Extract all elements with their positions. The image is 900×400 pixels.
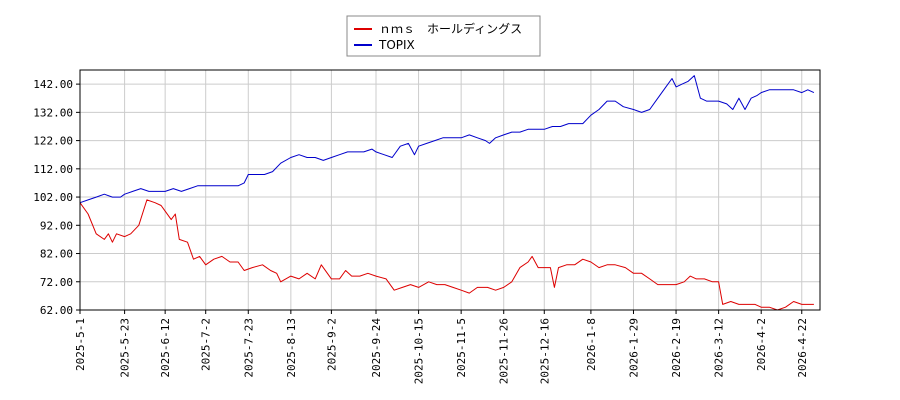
x-tick-label: 2026-4-22 <box>796 318 809 378</box>
x-tick-label: 2026-3-12 <box>713 318 726 378</box>
y-tick-label: 62.00 <box>40 304 73 317</box>
x-tick-label: 2025-6-12 <box>159 318 172 378</box>
x-tick-label: 2025-5-1 <box>74 318 87 371</box>
x-tick-label: 2025-9-2 <box>325 318 338 371</box>
plot-frame <box>79 69 821 311</box>
x-tick-label: 2025-11-5 <box>455 318 468 378</box>
y-tick-label: 142.00 <box>33 78 73 91</box>
legend-label-nms: ｎｍｓ ホールディングス <box>379 21 522 36</box>
x-tick-label: 2026-1-8 <box>585 318 598 371</box>
y-tick-label: 122.00 <box>33 135 73 148</box>
legend-label-topix: TOPIX <box>378 38 415 52</box>
series-line-nms <box>79 199 814 311</box>
y-tick-label: 112.00 <box>33 163 73 176</box>
y-tick-label: 72.00 <box>40 276 73 289</box>
y-tick-label: 132.00 <box>33 106 73 119</box>
y-axis: 142.00 132.00 122.00 112.00 102.00 92.00 82.00… <box>33 78 80 317</box>
x-tick-label: 2026-4-2 <box>755 318 768 371</box>
legend-box <box>346 15 541 57</box>
x-tick-label: 2025-7-2 <box>200 318 213 371</box>
series-line-topix <box>79 75 815 204</box>
x-tick-label: 2025-5-23 <box>119 318 132 378</box>
x-tick-label: 2026-2-19 <box>670 318 683 378</box>
x-tick-label: 2026-1-29 <box>627 318 640 378</box>
legend: ｎｍｓ ホールディングス TOPIX <box>346 15 541 57</box>
x-tick-label: 2025-10-15 <box>413 318 426 384</box>
x-tick-label: 2025-7-23 <box>242 318 255 378</box>
y-tick-label: 92.00 <box>40 219 73 232</box>
x-tick-label: 2025-12-16 <box>538 318 551 384</box>
x-tick-label: 2025-8-13 <box>285 318 298 378</box>
series-lines <box>79 75 815 311</box>
x-tick-label: 2025-11-26 <box>498 318 511 384</box>
y-tick-label: 82.00 <box>40 248 73 261</box>
x-axis: 2025-5-1 2025-5-23 2025-6-12 2025-7-2 2025-7… <box>74 310 809 384</box>
y-tick-label: 102.00 <box>33 191 73 204</box>
x-tick-label: 2025-9-24 <box>370 318 383 378</box>
